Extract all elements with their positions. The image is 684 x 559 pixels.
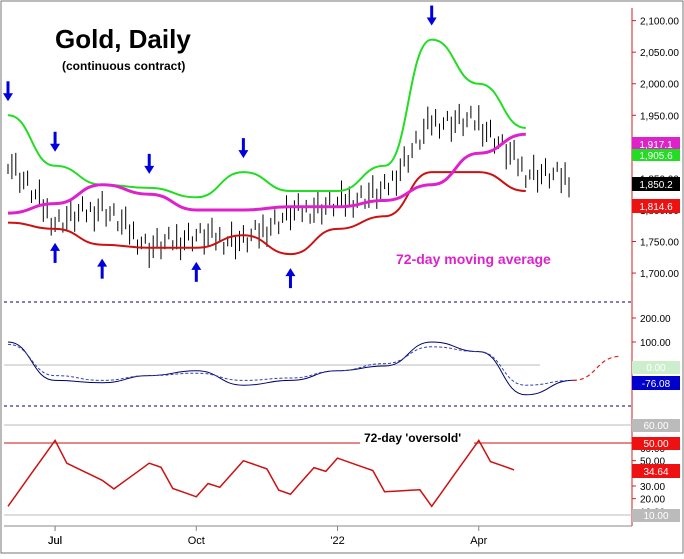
x-tick-label: Jul — [48, 535, 62, 547]
cycle-arrows — [3, 5, 437, 289]
value-label-upper-text: 1,905.6 — [639, 151, 673, 162]
stoch-tick-label: 20.00 — [640, 495, 665, 506]
x-tick-label: '22 — [330, 535, 344, 547]
value-label-osc-text: -76.08 — [642, 379, 671, 390]
value-label-stoch-10: 10.00 — [632, 509, 680, 522]
x-tick-label: Jul — [48, 535, 62, 547]
price-tick-label: 1,750.00 — [640, 238, 679, 249]
value-label-price: 1,850.2 — [632, 177, 680, 191]
value-label-osc-zero: 0.00 — [632, 361, 680, 374]
moving-average-line — [7, 132, 526, 215]
x-tick-label: Oct — [188, 535, 205, 547]
top-arrow — [144, 153, 155, 174]
top-arrow — [426, 5, 437, 26]
ma-annotation: 72-day moving average — [396, 251, 551, 267]
value-label-stoch-50-text: 50.00 — [643, 439, 668, 450]
top-arrow — [3, 81, 13, 102]
value-label-lower: 1,814.6 — [632, 199, 680, 213]
bottom-arrow — [285, 268, 296, 289]
price-tick-label: 2,100.00 — [640, 17, 679, 28]
value-label-osc-zero-text: 0.00 — [646, 363, 666, 374]
value-label-stoch-50: 50.00 — [632, 437, 680, 450]
value-label-ma: 1,917.1 — [632, 137, 680, 151]
chart-title: Gold, Daily — [55, 24, 191, 54]
value-label-stoch-text: 34.64 — [643, 467, 668, 478]
value-label-stoch-60: 60.00 — [632, 419, 680, 432]
stoch-tick-label: 30.00 — [640, 482, 665, 493]
lower-band-line — [7, 171, 526, 256]
oscillator-signal-line — [7, 343, 573, 386]
stochastic-line — [7, 438, 515, 508]
osc-tick-label: 200.00 — [640, 314, 671, 325]
bottom-arrow — [97, 258, 108, 279]
value-label-osc: -76.08 — [632, 376, 680, 390]
price-tick-label: 2,050.00 — [640, 48, 679, 59]
stoch-tick-label: 50.00 — [640, 457, 665, 468]
value-label-price-text: 1,850.2 — [639, 180, 673, 191]
value-label-ma-text: 1,917.1 — [639, 140, 673, 151]
price-tick-label: 1,700.00 — [640, 269, 679, 280]
oversold-label-bg — [360, 431, 474, 446]
top-arrow — [50, 131, 61, 152]
bottom-arrow — [191, 261, 202, 282]
chart-subtitle: (continuous contract) — [62, 59, 185, 73]
value-label-stoch-60-text: 60.00 — [643, 421, 668, 432]
value-label-upper: 1,905.6 — [632, 149, 680, 162]
price-tick-label: 1,950.00 — [640, 111, 679, 122]
osc-tick-label: 100.00 — [640, 338, 671, 349]
x-tick-label: Apr — [470, 535, 487, 547]
bottom-arrow — [50, 242, 61, 263]
oversold-annotation: 72-day 'oversold' — [364, 431, 461, 445]
value-label-stoch-10-text: 10.00 — [643, 511, 668, 522]
price-bars — [7, 103, 570, 268]
value-label-stoch: 34.64 — [632, 464, 680, 478]
value-label-lower-text: 1,814.6 — [639, 202, 673, 213]
price-tick-label: 2,000.00 — [640, 80, 679, 91]
top-arrow — [238, 138, 249, 159]
